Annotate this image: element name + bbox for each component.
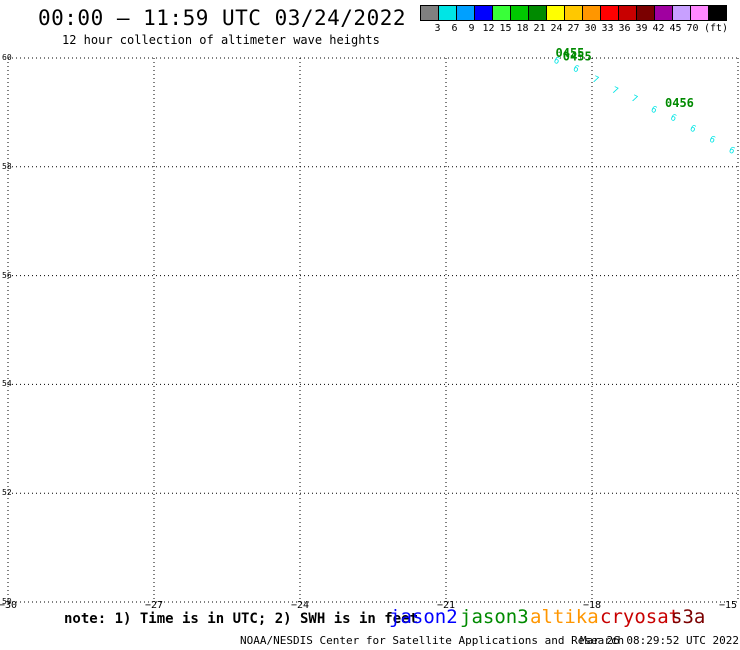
- legend-label: 45: [669, 23, 682, 34]
- x-axis-label: −24: [290, 600, 310, 611]
- track-time-label: 0455: [563, 50, 592, 64]
- legend-label: 42: [652, 23, 665, 34]
- legend-label: 30: [584, 23, 597, 34]
- track-point-label: 6: [552, 56, 561, 67]
- legend-label: 18: [516, 23, 529, 34]
- credit-text: NOAA/NESDIS Center for Satellite Applica…: [240, 634, 625, 647]
- satellite-legend-item: s3a: [671, 606, 706, 628]
- track-point-label: 6: [707, 135, 716, 146]
- x-axis-label: −27: [144, 600, 164, 611]
- track-point-label: 6: [669, 113, 678, 124]
- y-axis-label: 58: [2, 161, 12, 171]
- x-axis-label: −15: [718, 600, 738, 611]
- y-axis-label: 60: [2, 53, 12, 62]
- track-time-label: 0455: [556, 46, 585, 60]
- legend-label: 15: [499, 23, 512, 34]
- track-point-label: 7: [630, 94, 639, 105]
- track-point-label: 6: [571, 64, 580, 75]
- track-point-label: 6: [727, 145, 736, 156]
- legend-label: 9: [468, 23, 475, 34]
- legend-label: 70: [686, 23, 699, 34]
- timestamp-text: Mar 26 08:29:52 UTC 2022: [580, 634, 739, 647]
- map-subtitle: 12 hour collection of altimeter wave hei…: [62, 33, 380, 47]
- legend-label: 33: [601, 23, 614, 34]
- x-axis-label: −30: [0, 600, 18, 611]
- note-text: note: 1) Time is in UTC; 2) SWH is in fe…: [64, 611, 419, 627]
- legend-labels: 3 6 9 12 15 18 21 24 27 30 33 36 39 42 45 70 (ft): [421, 21, 729, 35]
- legend-unit: (ft): [704, 23, 729, 34]
- legend-label: 12: [482, 23, 495, 34]
- satellite-legend-item: jason2: [389, 606, 458, 628]
- legend-label: 24: [550, 23, 563, 34]
- track-point-label: 7: [610, 86, 619, 97]
- y-axis-label: 56: [2, 270, 12, 280]
- map-title: 00:00 – 11:59 UTC 03/24/2022: [38, 6, 407, 30]
- x-axis-label: −18: [582, 600, 602, 611]
- legend-label: 3: [434, 23, 441, 34]
- satellite-legend-item: cryosat: [600, 606, 681, 628]
- legend-label: 36: [618, 23, 631, 34]
- satellite-legend-item: jason3: [460, 606, 529, 628]
- legend-label: 39: [635, 23, 648, 34]
- y-axis-label: 54: [2, 379, 12, 389]
- track-point-label: 7: [591, 75, 600, 86]
- legend-swatches: [420, 5, 727, 21]
- legend-label: 21: [533, 23, 546, 34]
- color-legend: 3 6 9 12 15 18 21 24 27 30 33 36 39 42 45 70 (ft): [420, 5, 729, 35]
- track-point-label: 6: [688, 124, 697, 135]
- y-axis-label: 52: [2, 488, 12, 498]
- legend-swatch: [708, 5, 727, 21]
- satellite-legend-item: altika: [530, 606, 599, 628]
- legend-label: 6: [451, 23, 458, 34]
- track-point-label: 6: [649, 105, 658, 116]
- track-time-label: 0456: [665, 96, 694, 110]
- y-axis-label: 50: [2, 597, 12, 606]
- legend-label: 27: [567, 23, 580, 34]
- x-axis-label: −21: [436, 600, 456, 611]
